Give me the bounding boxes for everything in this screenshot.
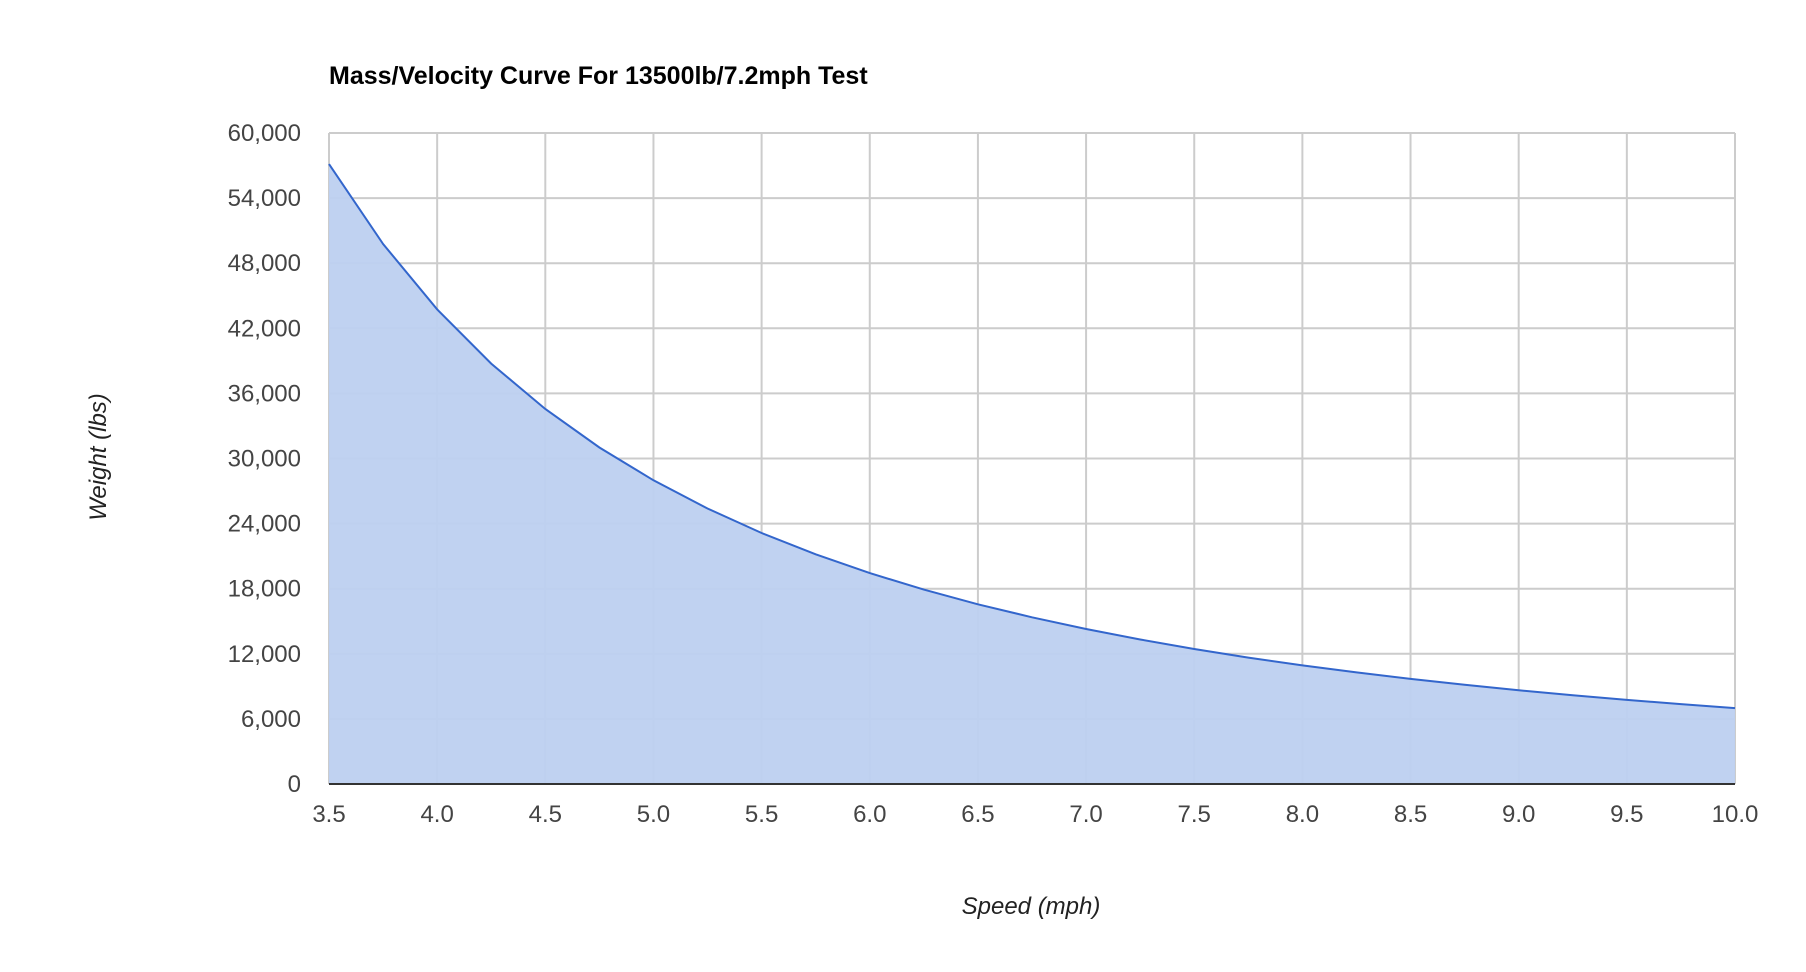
y-axis-ticks: 0 6,000 12,000 18,000 24,000 30,000 36,000 42,0… (228, 120, 301, 798)
x-axis-ticks: 3.5 4.0 4.5 5.0 5.5 6.0 6.5 7.0 7.5 8.0 8.5 9.0 9.5 1… (312, 801, 1758, 828)
x-tick-label: 5.5 (745, 801, 778, 828)
x-tick-label: 7.0 (1069, 801, 1102, 828)
y-tick-label: 18,000 (228, 576, 301, 603)
x-tick-label: 4.0 (420, 801, 453, 828)
x-tick-label: 6.5 (961, 801, 994, 828)
x-tick-label: 4.5 (529, 801, 562, 828)
y-tick-label: 48,000 (228, 250, 301, 277)
chart-title: Mass/Velocity Curve For 13500lb/7.2mph T… (329, 62, 868, 90)
series-area (328, 163, 1736, 785)
y-tick-label: 12,000 (228, 641, 301, 668)
y-tick-label: 42,000 (228, 315, 301, 342)
x-tick-label: 9.5 (1610, 801, 1643, 828)
y-tick-label: 24,000 (228, 511, 301, 538)
y-tick-label: 6,000 (241, 706, 301, 733)
y-tick-label: 36,000 (228, 380, 301, 407)
y-tick-label: 0 (288, 771, 301, 798)
x-axis-title: Speed (mph) (962, 893, 1101, 920)
series-line (328, 163, 1736, 710)
y-tick-label: 30,000 (228, 446, 301, 473)
x-tick-label: 10.0 (1712, 801, 1759, 828)
x-tick-label: 8.5 (1394, 801, 1427, 828)
y-tick-label: 60,000 (228, 120, 301, 147)
y-axis-title: Weight (lbs) (85, 393, 112, 521)
x-tick-label: 5.0 (637, 801, 670, 828)
x-tick-label: 3.5 (312, 801, 345, 828)
y-tick-label: 54,000 (228, 185, 301, 212)
x-tick-label: 8.0 (1286, 801, 1319, 828)
x-tick-label: 9.0 (1502, 801, 1535, 828)
x-tick-label: 6.0 (853, 801, 886, 828)
x-tick-label: 7.5 (1178, 801, 1211, 828)
area-fill (329, 164, 1735, 785)
